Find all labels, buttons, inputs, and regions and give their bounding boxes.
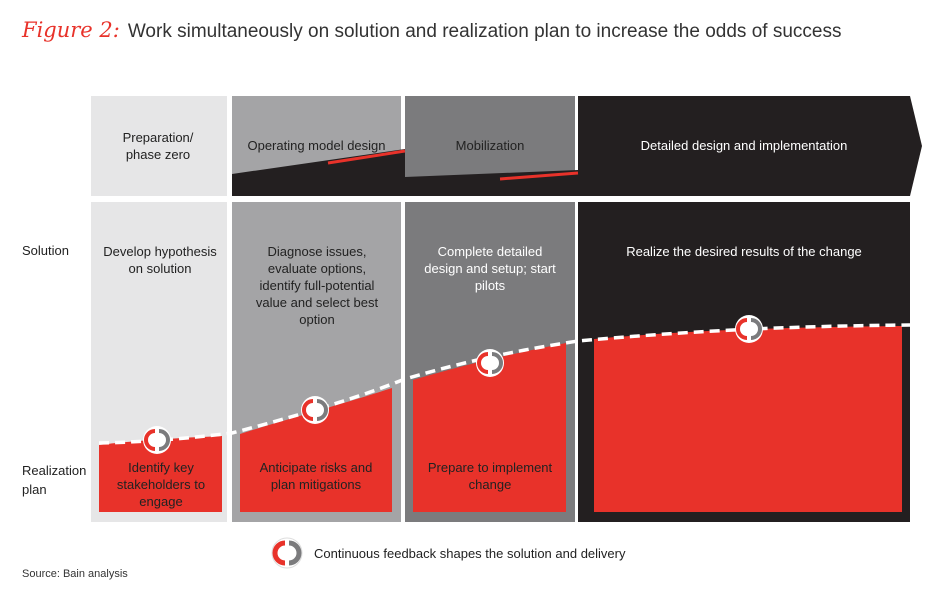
feedback-cycle-icon <box>271 537 303 569</box>
phase-3-header: Mobilization <box>455 138 525 153</box>
source-note: Source: Bain analysis <box>22 568 128 580</box>
phase-1-solution: Develop hypothesis on solution <box>103 244 217 276</box>
realization-area-1 <box>99 436 222 512</box>
realization-area-2 <box>240 388 392 512</box>
feedback-icon-2 <box>301 396 329 424</box>
phase-2-realization: Anticipate risks and plan mitigations <box>259 460 373 492</box>
figure-title: Figure 2: Work simultaneously on solution… <box>22 18 841 43</box>
figure-title-text: Work simultaneously on solution and real… <box>127 21 842 42</box>
legend: Continuous feedback shapes the solution … <box>270 536 626 570</box>
phase-1-realization: Identify key stakeholders to engage <box>116 460 206 509</box>
phase-1-header: Preparation/ phase zero <box>122 130 194 162</box>
phase-3-solution: Complete detailed design and setup; star… <box>424 244 556 293</box>
header-ramp-line-2 <box>499 171 579 181</box>
realization-area-4 <box>594 326 902 512</box>
phase-4-header: Detailed design and implementation <box>640 138 848 153</box>
figure-label: Figure 2: <box>22 18 120 42</box>
phase-1-header-bg <box>91 96 227 196</box>
realization-area-3 <box>413 343 566 512</box>
phase-2-solution: Diagnose issues, evaluate options, ident… <box>255 244 379 327</box>
feedback-icon-3 <box>476 349 504 377</box>
header-ramp-wedge <box>232 149 578 196</box>
phase-2-header: Operating model design <box>247 138 386 153</box>
row-label-realization: Realization plan <box>22 463 87 497</box>
legend-text: Continuous feedback shapes the solution … <box>314 545 626 561</box>
feedback-icon-1 <box>143 426 171 454</box>
header-ramp-line-1 <box>327 149 406 165</box>
phase-4-header-arrow <box>578 96 922 196</box>
phase-3-realization: Prepare to implement change <box>427 460 553 492</box>
feedback-icon-4 <box>735 315 763 343</box>
phase-4-solution: Realize the desired results of the chang… <box>626 244 862 259</box>
row-label-solution: Solution <box>22 243 69 258</box>
feedback-dashed-curve <box>98 323 911 445</box>
